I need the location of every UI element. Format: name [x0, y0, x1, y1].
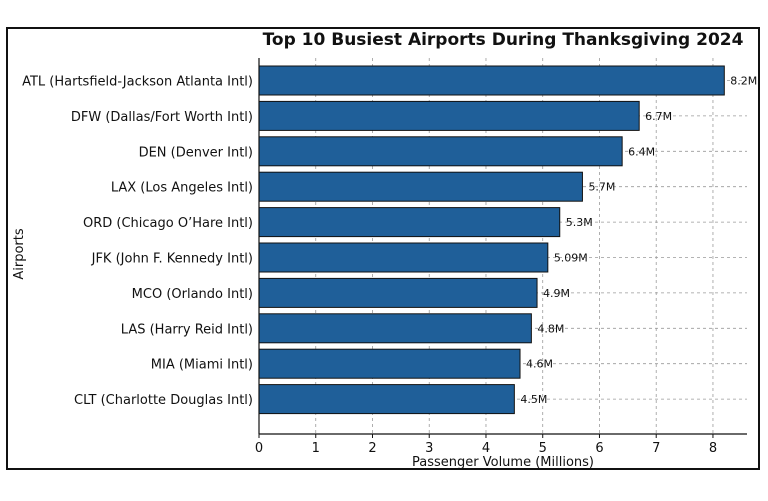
bar [258, 136, 623, 167]
data-label: 5.09M [554, 252, 588, 265]
bar [258, 384, 515, 415]
chart-title: Top 10 Busiest Airports During Thanksgiv… [262, 30, 744, 50]
data-label: 8.2M [730, 75, 757, 88]
y-tick-label: MCO (Orlando Intl) [132, 287, 253, 302]
y-tick-label: ORD (Chicago O’Hare Intl) [83, 216, 253, 231]
y-tick-label: DEN (Denver Intl) [139, 145, 253, 160]
x-tick-label: 2 [368, 441, 376, 456]
data-label: 4.8M [537, 322, 564, 335]
y-tick-label: ATL (Hartsfield-Jackson Atlanta Intl) [22, 75, 253, 90]
axes: ATL (Hartsfield-Jackson Atlanta Intl) DFW… [22, 58, 747, 456]
bar [258, 207, 561, 238]
y-tick-label: LAS (Harry Reid Intl) [121, 322, 253, 337]
y-tick-label: DFW (Dallas/Fort Worth Intl) [71, 110, 253, 125]
bar [258, 171, 583, 202]
data-label: 4.6M [526, 358, 553, 371]
y-tick-label: JFK (John F. Kennedy Intl) [91, 252, 253, 267]
y-tick-label: LAX (Los Angeles Intl) [111, 181, 253, 196]
bar [258, 242, 549, 273]
bar [258, 277, 538, 308]
y-tick-label: MIA (Miami Intl) [151, 358, 253, 373]
x-axis-label: Passenger Volume (Millions) [412, 455, 594, 470]
data-label: 5.3M [566, 216, 593, 229]
x-tick-label: 6 [595, 441, 603, 456]
x-tick-label: 0 [255, 441, 263, 456]
data-label: 4.5M [520, 393, 547, 406]
x-tick-label: 4 [482, 441, 490, 456]
x-tick-label: 1 [312, 441, 320, 456]
x-tick-label: 5 [539, 441, 547, 456]
data-label: 6.4M [628, 145, 655, 158]
y-axis-label: Airports [12, 228, 27, 279]
x-tick-label: 3 [425, 441, 433, 456]
bar [258, 348, 521, 379]
y-tick-label: CLT (Charlotte Douglas Intl) [74, 393, 253, 408]
bar [258, 65, 725, 96]
data-label: 6.7M [645, 110, 672, 123]
bar [258, 100, 640, 131]
bar [258, 313, 532, 344]
x-tick-label: 8 [709, 441, 717, 456]
x-tick-label: 7 [652, 441, 660, 456]
bars: 8.2M 6.7M 6.4M 5.7M 5.3M 5.09M 4.9M 4.8M 4.6M 4.5… [258, 65, 757, 415]
data-label: 4.9M [543, 287, 570, 300]
data-label: 5.7M [588, 181, 615, 194]
